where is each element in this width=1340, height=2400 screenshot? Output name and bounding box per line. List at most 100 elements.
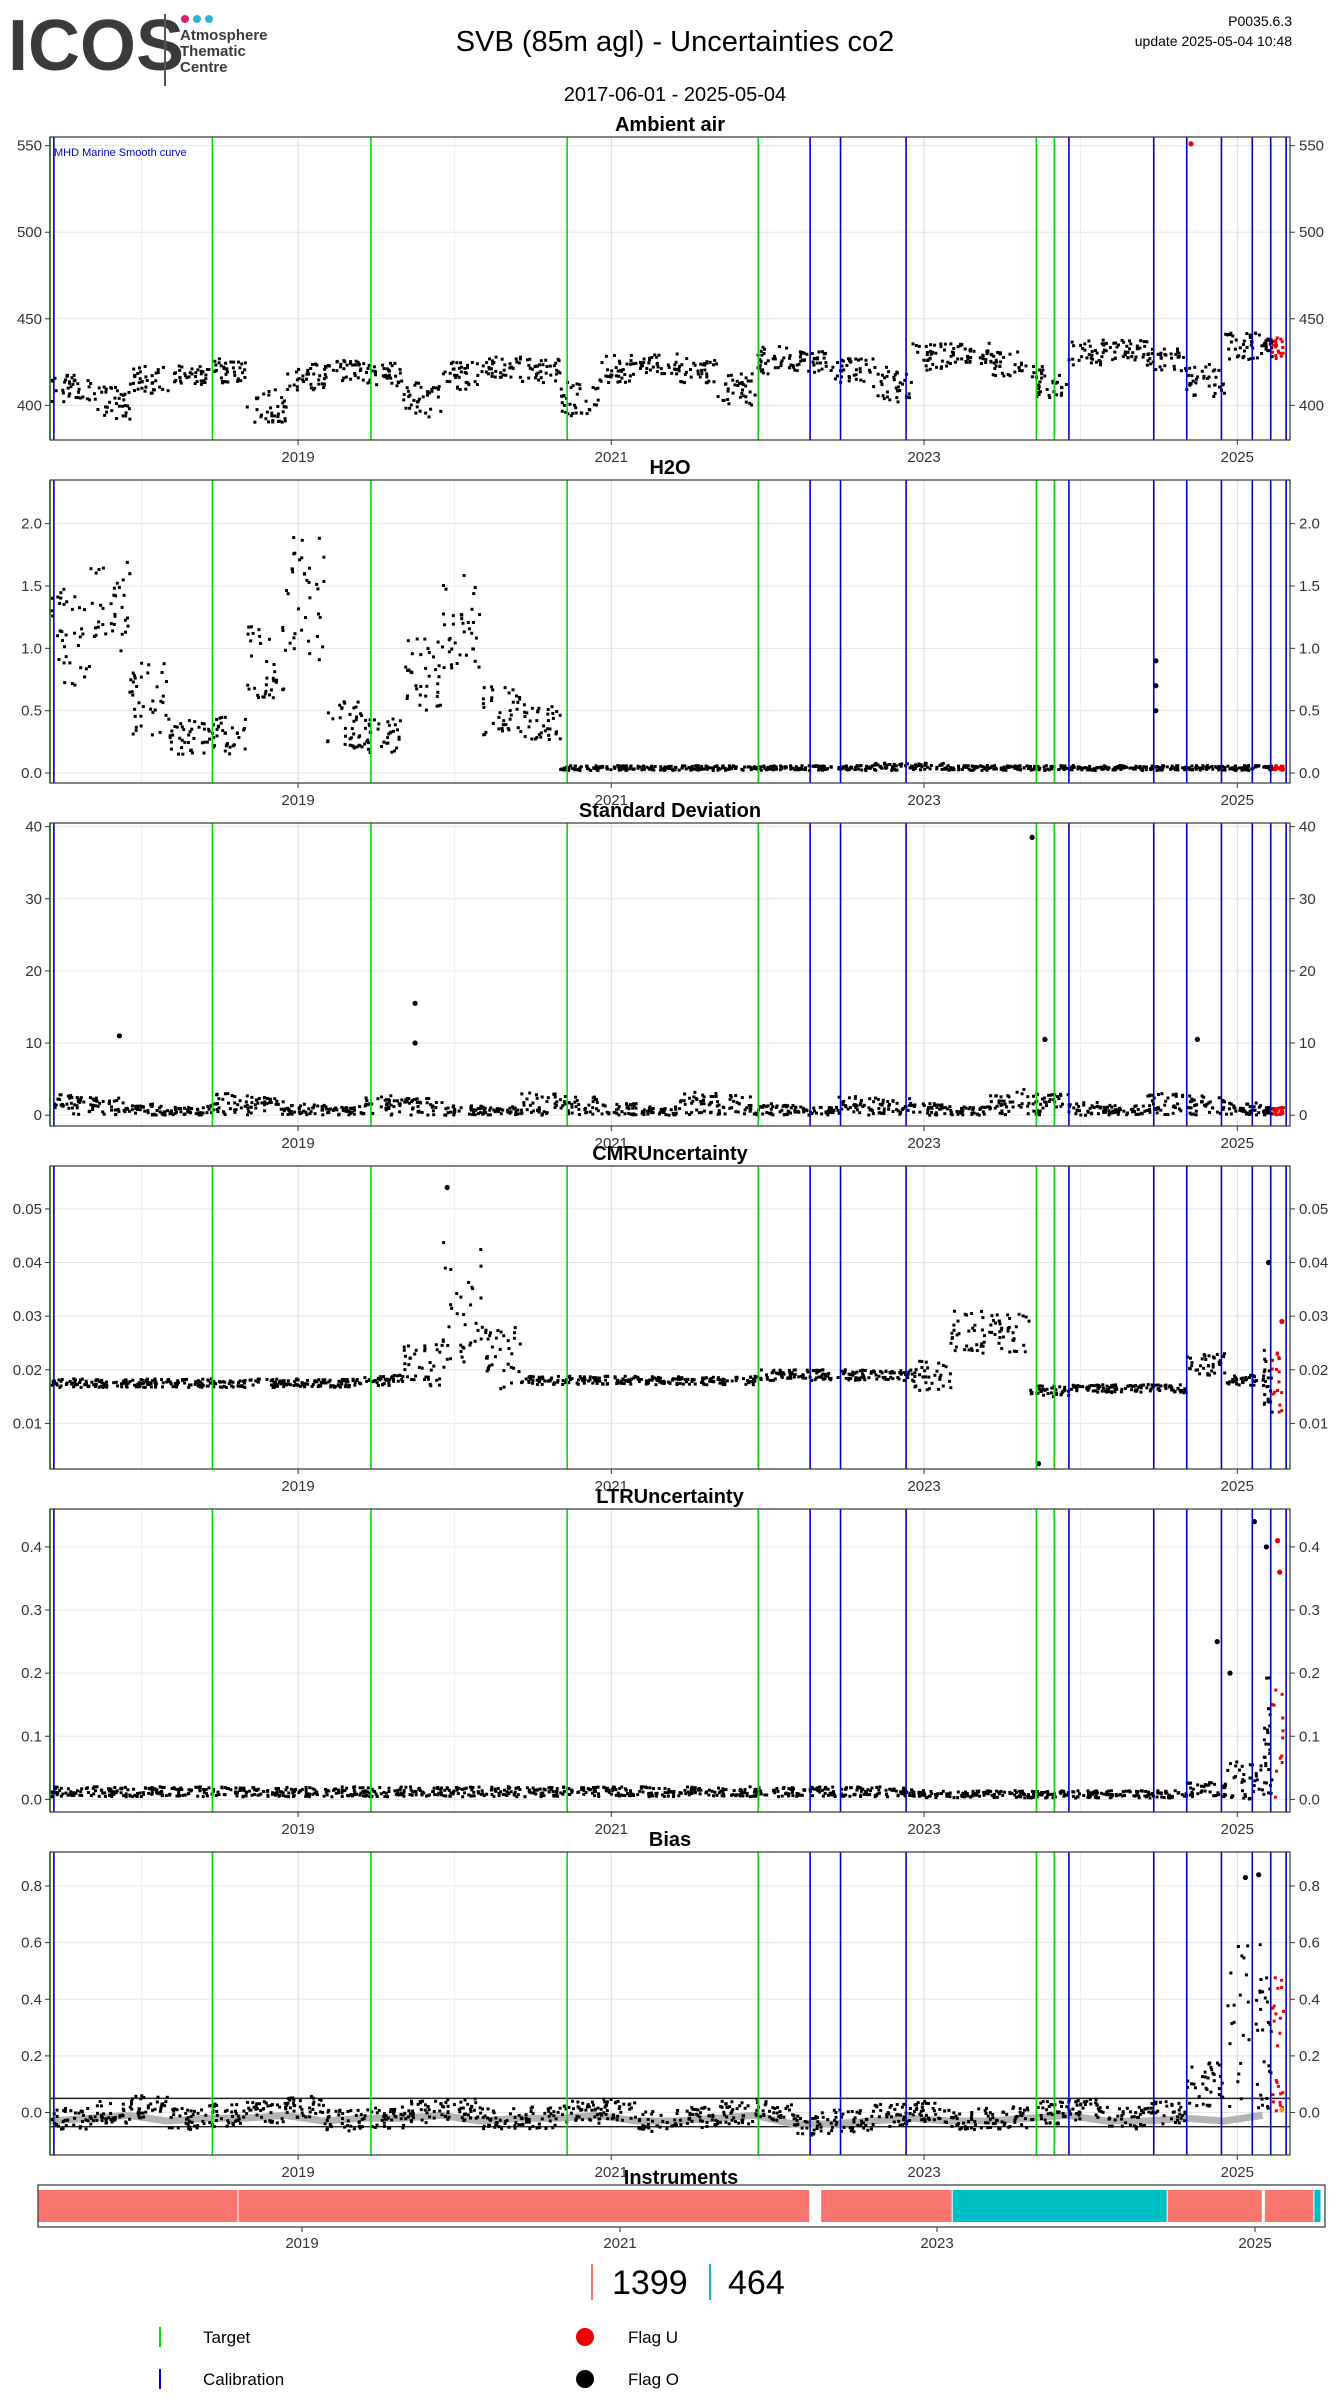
data-point — [140, 1382, 144, 1385]
data-point — [158, 385, 162, 389]
data-point — [175, 725, 179, 729]
data-point — [856, 1377, 860, 1381]
data-point — [1072, 765, 1076, 769]
data-point — [79, 1378, 82, 1382]
data-point — [423, 1378, 426, 1382]
data-point — [1276, 1389, 1279, 1392]
data-point — [358, 369, 362, 373]
data-point — [1274, 357, 1278, 360]
data-point — [497, 727, 501, 731]
data-point — [1263, 1379, 1267, 1383]
data-point — [594, 1376, 598, 1380]
data-point — [901, 1107, 905, 1110]
data-point — [224, 361, 228, 365]
data-point — [453, 1107, 457, 1111]
data-point — [596, 386, 600, 390]
data-point — [1212, 395, 1216, 398]
data-point — [1254, 1101, 1258, 1105]
data-point — [1148, 1093, 1152, 1097]
data-point — [908, 1103, 912, 1107]
data-point — [851, 1370, 855, 1374]
data-point — [134, 1104, 138, 1108]
data-point — [490, 1363, 494, 1367]
data-point — [1073, 1384, 1077, 1388]
data-point — [1054, 1391, 1058, 1395]
data-point — [139, 1104, 143, 1108]
y-tick-label-left: 0.04 — [13, 1255, 42, 1272]
data-point — [269, 1101, 273, 1104]
data-point — [385, 376, 389, 380]
data-point — [908, 1097, 912, 1101]
data-point — [408, 1356, 412, 1360]
data-point — [146, 671, 150, 675]
data-point — [561, 1383, 565, 1386]
data-point — [526, 358, 529, 362]
data-point — [903, 1105, 907, 1109]
outlier-point — [1042, 1036, 1048, 1042]
data-point — [283, 419, 287, 423]
data-point — [774, 1106, 778, 1109]
data-point — [57, 1378, 61, 1382]
data-point — [315, 635, 319, 638]
data-point — [999, 1328, 1003, 1332]
data-point — [429, 407, 433, 411]
data-point — [723, 382, 727, 386]
data-point — [795, 767, 799, 771]
data-point — [990, 764, 994, 768]
data-point — [73, 631, 76, 635]
data-point — [251, 631, 255, 635]
data-point — [434, 1101, 438, 1104]
data-point — [992, 361, 996, 365]
data-point — [774, 765, 778, 769]
data-point — [375, 383, 379, 387]
data-point — [217, 361, 221, 365]
data-point — [588, 1110, 592, 1114]
data-point — [722, 399, 726, 402]
data-point — [103, 1794, 107, 1798]
data-point — [995, 1104, 999, 1108]
data-point — [58, 1098, 62, 1101]
data-point — [928, 356, 932, 360]
data-point — [376, 1097, 380, 1101]
data-point — [965, 1313, 968, 1317]
data-point — [701, 363, 705, 367]
data-point — [1020, 369, 1024, 373]
data-point — [923, 763, 927, 767]
data-point — [188, 371, 192, 375]
y-tick-label-right: 0.5 — [1299, 703, 1320, 720]
data-point — [383, 375, 387, 379]
data-point — [823, 1377, 827, 1381]
data-point — [674, 1105, 678, 1109]
data-point — [489, 367, 493, 371]
data-point — [112, 1790, 116, 1794]
data-point — [860, 768, 864, 772]
data-point — [143, 365, 147, 368]
data-point — [1041, 368, 1045, 372]
data-point — [1176, 1102, 1180, 1106]
data-point — [786, 1109, 790, 1113]
data-point — [641, 364, 644, 368]
data-point — [350, 1110, 354, 1114]
data-point — [651, 365, 655, 369]
data-point — [1110, 1385, 1114, 1389]
data-point — [310, 1384, 314, 1388]
data-point — [410, 652, 414, 656]
data-point — [690, 1101, 694, 1105]
data-point — [1130, 1388, 1134, 1392]
data-point — [932, 1102, 936, 1106]
data-point — [324, 365, 328, 369]
data-point — [1260, 352, 1264, 355]
data-point — [980, 1105, 984, 1109]
data-point — [933, 1103, 936, 1107]
data-point — [216, 1110, 220, 1114]
y-tick-label-left: 1.5 — [21, 578, 42, 595]
data-point — [654, 1383, 658, 1387]
data-point — [1178, 1383, 1182, 1387]
data-point — [871, 1109, 874, 1113]
data-point — [64, 1791, 68, 1795]
data-point — [260, 1101, 264, 1105]
data-point — [249, 1111, 253, 1115]
data-point — [833, 377, 837, 381]
data-point — [662, 1382, 666, 1385]
data-point — [413, 1352, 417, 1356]
